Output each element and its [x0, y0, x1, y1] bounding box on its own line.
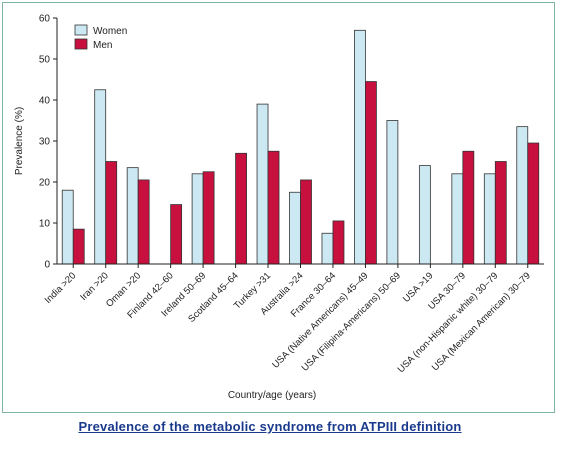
bar-women [451, 173, 464, 265]
bar-men [332, 220, 345, 265]
y-axis-title: Prevalence (%) [14, 107, 25, 175]
bar-men [365, 81, 377, 265]
bar-women [94, 89, 107, 265]
bar-men [170, 204, 183, 265]
bar-men [527, 142, 540, 265]
bar-women [418, 165, 431, 265]
y-tick-label: 50 [39, 55, 51, 66]
y-axis-ticks: 0 10 20 30 40 50 60 [39, 14, 57, 271]
legend: Women Men [74, 24, 127, 51]
bar-men [137, 179, 150, 265]
bar-women [354, 29, 366, 265]
bar-women [321, 232, 334, 265]
bar-men [235, 152, 247, 265]
bar-men [494, 161, 507, 265]
legend-label-men: Men [93, 40, 112, 51]
x-axis-title: Country/age (years) [228, 390, 316, 401]
bar-women [386, 120, 399, 265]
y-tick-label: 60 [39, 14, 51, 25]
y-tick-label: 20 [39, 178, 51, 189]
bar-women [289, 191, 301, 265]
bar-women [126, 167, 139, 265]
bar-men [202, 171, 215, 265]
bar-women [61, 189, 74, 265]
x-tick-label: Iran >20 [78, 270, 111, 303]
bar-men [267, 150, 280, 265]
legend-label-women: Women [93, 26, 127, 37]
legend-swatch-men [74, 38, 88, 50]
y-tick-label: 40 [39, 96, 51, 107]
bars [61, 29, 540, 265]
x-tick-label: India >20 [43, 270, 79, 306]
bar-women [516, 126, 529, 265]
bar-men [462, 150, 475, 265]
bar-men [105, 161, 118, 265]
bar-men [300, 179, 312, 265]
bar-women [191, 173, 204, 265]
bar-women [256, 103, 269, 265]
figure-caption: Prevalence of the metabolic syndrome fro… [78, 419, 462, 434]
bar-women [483, 173, 496, 265]
y-tick-label: 30 [39, 137, 51, 148]
legend-swatch-women [74, 24, 88, 36]
y-tick-label: 10 [39, 219, 51, 230]
bar-men [72, 228, 85, 265]
y-tick-label: 0 [44, 260, 50, 271]
